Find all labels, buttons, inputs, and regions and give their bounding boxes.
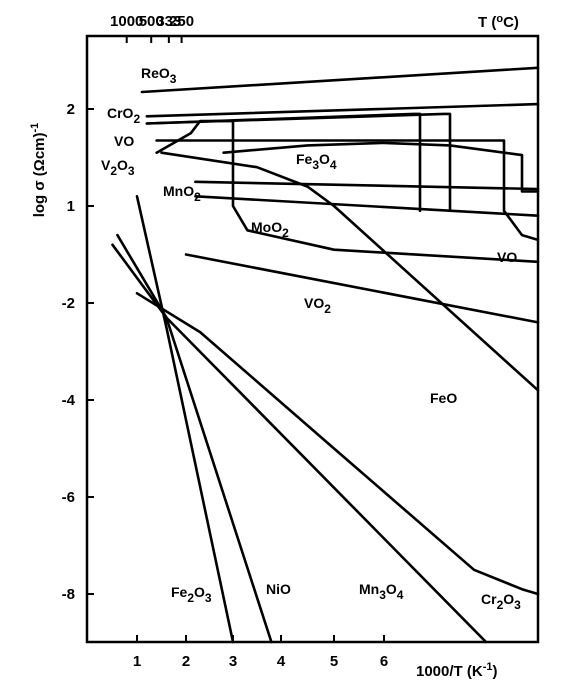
curve-vo2	[160, 151, 540, 392]
curve-label: Fe2O3	[171, 584, 212, 605]
curve-cro2	[145, 112, 422, 213]
curve-cr2o3	[135, 291, 540, 596]
curve-label: FeO	[430, 390, 457, 406]
top-tick-label: 333	[156, 13, 181, 30]
curve-label: VO	[497, 249, 517, 265]
curve-label: VO2	[304, 295, 331, 316]
x-tick-label: 1	[133, 653, 141, 670]
curve-label: NiO	[266, 581, 291, 597]
curve-label: VO	[114, 133, 134, 149]
x-axis-label: 1000/T (K-1)	[416, 661, 497, 680]
top-tick-label: 1000	[110, 13, 143, 30]
x-tick-label: 6	[380, 653, 388, 670]
top-tick-label: 500	[139, 13, 164, 30]
y-axis-label: log σ (Ωcm)-1	[29, 123, 48, 218]
x-tick-label: 4	[277, 653, 286, 670]
x-tick-label: 2	[182, 653, 190, 670]
y-tick-label: -4	[62, 392, 76, 409]
curve-fe2o3	[135, 195, 235, 644]
y-tick-label: -6	[62, 489, 75, 506]
x-tick-label: 3	[229, 653, 237, 670]
top-axis-label: T (oC)	[478, 13, 519, 31]
curve-v2o3	[155, 119, 540, 264]
curve-label: Mn3O4	[359, 581, 404, 602]
curve-label: V2O3	[101, 157, 135, 178]
curve-mn3o4	[111, 243, 488, 644]
curve-feo	[184, 253, 540, 324]
y-tick-label: -2	[62, 295, 75, 312]
x-tick-label: 5	[330, 653, 338, 670]
curve-label: CrO2	[107, 105, 140, 126]
curve-reo3	[140, 66, 540, 94]
curve-label: ReO3	[141, 65, 177, 86]
y-tick-label: 2	[67, 101, 75, 118]
top-tick-label: 250	[169, 13, 194, 30]
curve-label: MnO2	[163, 183, 201, 204]
curve-cro2	[145, 102, 540, 118]
curve-moo2	[194, 195, 540, 217]
curve-label: Cr2O3	[481, 591, 521, 612]
curve-fe3o4	[222, 141, 540, 193]
curve-label: Fe3O4	[296, 151, 337, 172]
curve-vo	[155, 139, 540, 242]
plot-frame	[85, 34, 540, 644]
y-tick-label: 1	[67, 198, 75, 215]
curves	[111, 66, 540, 644]
curve-mno2	[194, 180, 540, 191]
curve-label: MoO2	[251, 219, 289, 240]
y-tick-label: -8	[62, 586, 75, 603]
